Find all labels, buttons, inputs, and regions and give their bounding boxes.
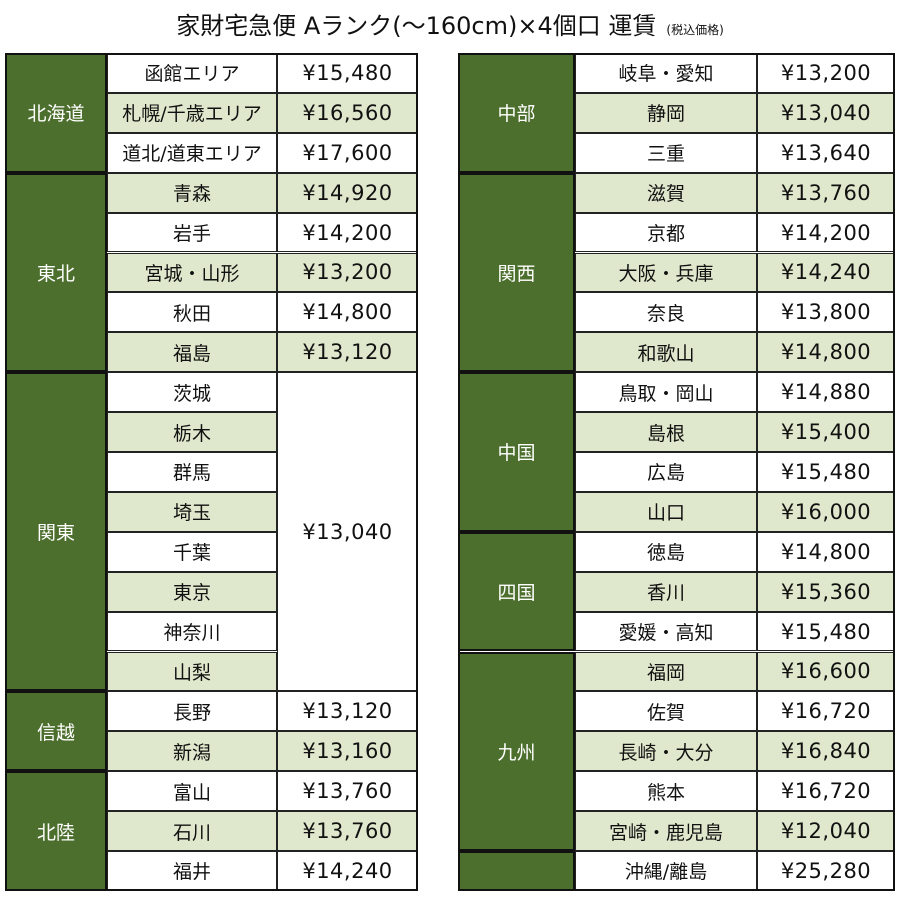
area-cell: 佐賀 <box>575 691 757 732</box>
region-cell: 東北 <box>5 172 107 373</box>
area-cell: 岩手 <box>107 212 277 253</box>
area-cell: 札幌/千歳エリア <box>107 92 277 133</box>
region-cell: 信越 <box>5 691 107 772</box>
area-cell: 埼玉 <box>107 491 277 532</box>
area-cell: 新潟 <box>107 731 277 772</box>
region-cell: 北陸 <box>5 771 107 891</box>
area-cell: 鳥取・岡山 <box>575 372 757 413</box>
area-cell: 長崎・大分 <box>575 731 757 772</box>
area-cell: 長野 <box>107 691 277 732</box>
price-cell: ¥13,760 <box>277 811 418 851</box>
price-cell: ¥13,120 <box>277 691 418 732</box>
area-cell: 秋田 <box>107 292 277 333</box>
price-cell: ¥16,600 <box>757 651 895 692</box>
price-cell: ¥14,200 <box>757 212 895 253</box>
region-cell: 中部 <box>458 53 575 173</box>
price-cell: ¥13,160 <box>277 731 418 772</box>
price-cell: ¥13,760 <box>277 771 418 812</box>
region-cell: 関西 <box>458 172 575 373</box>
area-cell: 道北/道東エリア <box>107 132 277 173</box>
price-cell: ¥13,200 <box>757 53 895 93</box>
title-row: 家財宅急便 Aランク(～160cm)×4個口 運賃 (税込価格) <box>0 6 900 41</box>
price-cell: ¥17,600 <box>277 132 418 173</box>
price-cell: ¥14,240 <box>277 851 418 891</box>
area-cell: 岐阜・愛知 <box>575 53 757 93</box>
area-cell: 熊本 <box>575 771 757 812</box>
area-cell: 山梨 <box>107 651 277 692</box>
price-cell: ¥14,800 <box>277 292 418 333</box>
area-cell: 栃木 <box>107 412 277 452</box>
price-cell: ¥13,760 <box>757 172 895 213</box>
area-cell: 福島 <box>107 332 277 373</box>
price-cell: ¥13,120 <box>277 332 418 373</box>
area-cell: 香川 <box>575 571 757 612</box>
area-cell: 東京 <box>107 571 277 612</box>
area-cell: 群馬 <box>107 452 277 492</box>
price-cell: ¥13,040 <box>277 372 418 692</box>
region-cell <box>458 851 575 891</box>
area-cell: 函館エリア <box>107 53 277 93</box>
price-cell: ¥14,800 <box>757 332 895 373</box>
price-cell: ¥14,880 <box>757 372 895 413</box>
area-cell: 島根 <box>575 412 757 452</box>
price-cell: ¥25,280 <box>757 851 895 891</box>
area-cell: 山口 <box>575 491 757 532</box>
region-cell: 四国 <box>458 531 575 652</box>
price-cell: ¥16,720 <box>757 691 895 732</box>
price-cell: ¥13,040 <box>757 92 895 133</box>
area-cell: 三重 <box>575 132 757 173</box>
area-cell: 静岡 <box>575 92 757 133</box>
area-cell: 福岡 <box>575 651 757 692</box>
area-cell: 福井 <box>107 851 277 891</box>
area-cell: 徳島 <box>575 531 757 572</box>
area-cell: 愛媛・高知 <box>575 611 757 652</box>
area-cell: 沖縄/離島 <box>575 851 757 891</box>
area-cell: 滋賀 <box>575 172 757 213</box>
area-cell: 和歌山 <box>575 332 757 373</box>
region-cell: 九州 <box>458 651 575 851</box>
price-cell: ¥15,360 <box>757 571 895 612</box>
price-cell: ¥15,480 <box>277 53 418 93</box>
price-cell: ¥14,200 <box>277 212 418 253</box>
price-cell: ¥15,400 <box>757 412 895 452</box>
price-cell: ¥16,560 <box>277 92 418 133</box>
price-cell: ¥12,040 <box>757 811 895 851</box>
title-note: (税込価格) <box>666 23 724 37</box>
area-cell: 神奈川 <box>107 611 277 652</box>
area-cell: 青森 <box>107 172 277 213</box>
area-cell: 宮城・山形 <box>107 252 277 293</box>
price-cell: ¥13,800 <box>757 292 895 333</box>
price-cell: ¥14,800 <box>757 531 895 572</box>
price-cell: ¥13,200 <box>277 252 418 293</box>
region-cell: 関東 <box>5 372 107 692</box>
price-cell: ¥16,720 <box>757 771 895 812</box>
price-cell: ¥15,480 <box>757 611 895 652</box>
area-cell: 広島 <box>575 452 757 492</box>
area-cell: 千葉 <box>107 531 277 572</box>
title: 家財宅急便 Aランク(～160cm)×4個口 運賃 <box>176 12 657 40</box>
price-cell: ¥13,640 <box>757 132 895 173</box>
region-cell: 中国 <box>458 372 575 532</box>
price-cell: ¥14,240 <box>757 252 895 293</box>
area-cell: 大阪・兵庫 <box>575 252 757 293</box>
price-cell: ¥15,480 <box>757 452 895 492</box>
area-cell: 宮崎・鹿児島 <box>575 811 757 851</box>
price-cell: ¥14,920 <box>277 172 418 213</box>
price-cell: ¥16,840 <box>757 731 895 772</box>
region-cell: 北海道 <box>5 53 107 173</box>
area-cell: 石川 <box>107 811 277 851</box>
price-cell: ¥16,000 <box>757 491 895 532</box>
area-cell: 京都 <box>575 212 757 253</box>
area-cell: 奈良 <box>575 292 757 333</box>
area-cell: 茨城 <box>107 372 277 413</box>
area-cell: 富山 <box>107 771 277 812</box>
